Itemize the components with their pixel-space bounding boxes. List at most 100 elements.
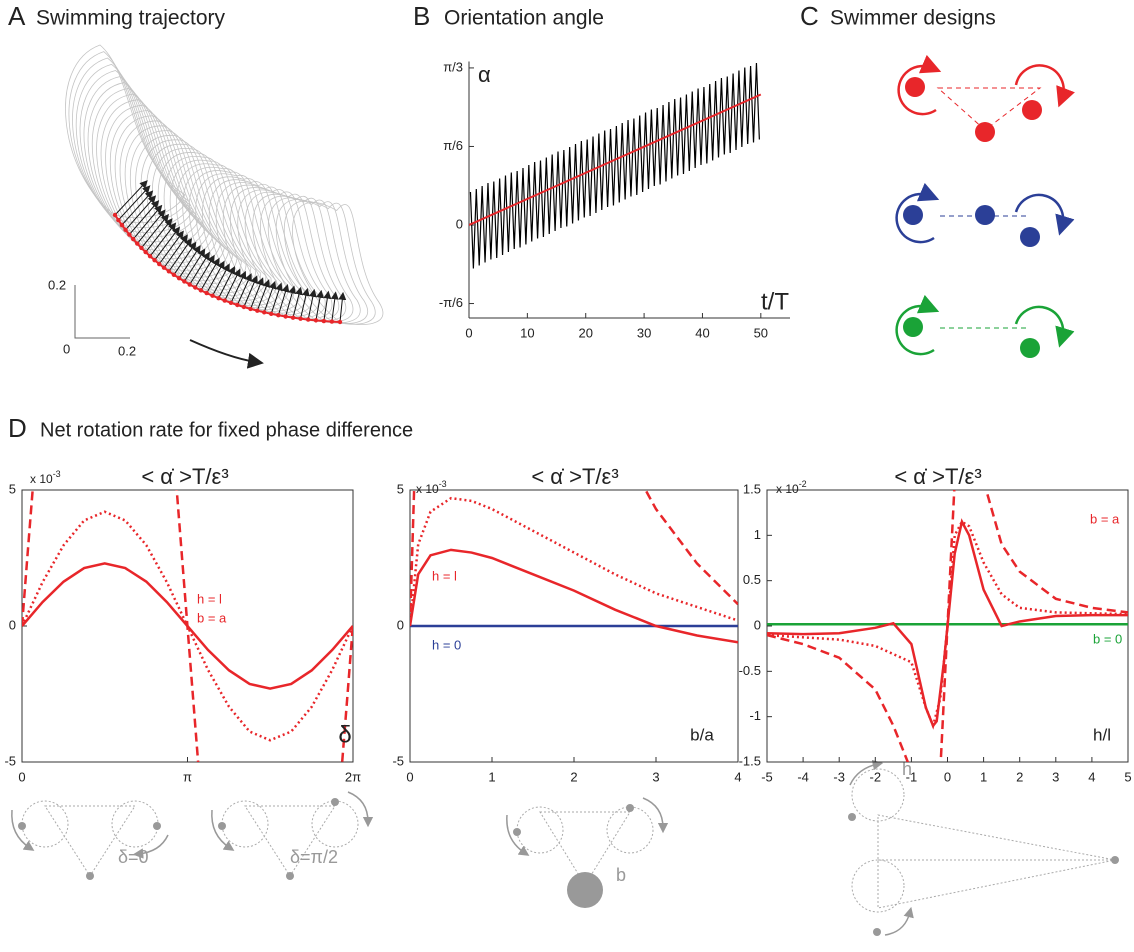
orientation-arrow [323, 290, 332, 322]
trajectory-loop [140, 139, 247, 288]
multiplier-base: x 10 [416, 482, 439, 496]
shape-path [1014, 305, 1075, 348]
y-tick-label: 0 [397, 617, 404, 632]
shape-circle [567, 872, 603, 908]
x-tick-label: -4 [797, 769, 809, 784]
axis-multiplier: x 10-2 [776, 479, 807, 496]
body-point [210, 293, 215, 298]
y-tick-label: -1 [749, 708, 761, 723]
direction-arrow [189, 339, 264, 369]
multiplier-base: x 10 [776, 482, 799, 496]
trajectory-loop [151, 148, 257, 294]
x-tick-label: 3 [1052, 769, 1059, 784]
body-point [131, 236, 136, 242]
shape-path [347, 791, 374, 828]
shape-path [642, 797, 669, 834]
y-tick-label: 0 [754, 617, 761, 632]
trajectory-loop [105, 104, 218, 264]
x-axis-label: h/l [1093, 725, 1111, 744]
orientation-arrow [292, 286, 303, 318]
shape-path [244, 805, 336, 877]
x-axis-label: δ [338, 721, 351, 748]
annotation: h = l [197, 591, 222, 606]
y-tick-label: 1 [754, 527, 761, 542]
scale-label: 0.2 [118, 343, 136, 358]
orientation-arrow [338, 291, 347, 323]
shape-circle [873, 928, 881, 936]
shape-path [895, 294, 940, 356]
annotation: h = l [432, 568, 457, 583]
trajectory-loop [65, 44, 186, 219]
trajectory-loop [208, 179, 307, 314]
orientation-arrow [183, 248, 206, 282]
orientation-arrow [212, 263, 230, 296]
trajectory-loop [100, 99, 214, 260]
diagram-label: δ=0 [118, 847, 149, 867]
shape-path [884, 906, 914, 936]
shape-circle [606, 806, 654, 854]
body-point [255, 308, 260, 313]
shape-circle [626, 804, 634, 812]
x-tick-label: 50 [754, 325, 768, 340]
x-tick-label: 5 [1124, 769, 1131, 784]
body-point [152, 257, 157, 263]
orientation-arrow [118, 185, 151, 221]
x-tick-label: -1 [906, 769, 918, 784]
orientation-arrow [114, 180, 148, 216]
body-point [157, 261, 162, 267]
body-point [329, 319, 335, 324]
x-tick-label: 4 [734, 769, 741, 784]
orientation-arrow [163, 234, 188, 269]
shape-circle [513, 828, 521, 836]
shape-circle [331, 798, 339, 806]
body-point [139, 245, 144, 251]
trajectory-loop [75, 63, 194, 233]
body-point [161, 265, 167, 270]
x-tick-label: 0 [944, 769, 951, 784]
scale-bar [74, 285, 130, 339]
x-tick-label: 20 [578, 325, 592, 340]
shape-circle [18, 822, 26, 830]
shape-path [132, 834, 169, 859]
y-tick-label: 5 [397, 481, 404, 496]
orientation-arrow [230, 270, 247, 304]
orientation-arrow [154, 226, 180, 261]
trajectory-loop [244, 191, 340, 321]
body-point [198, 288, 204, 293]
trajectory-loop [202, 176, 301, 312]
x-axis-label: b/a [690, 725, 714, 744]
body-point [235, 302, 240, 308]
series-line [469, 93, 762, 226]
swimmer-red [897, 54, 1075, 142]
scale-label: 0.2 [48, 277, 66, 292]
orientation-arrow [173, 241, 197, 276]
x-tick-label: π [183, 769, 192, 784]
series-line [22, 490, 353, 762]
series-line [410, 496, 738, 627]
y-tick-label: π/3 [443, 59, 463, 74]
x-tick-label: 3 [652, 769, 659, 784]
orientation-arrow [277, 284, 290, 316]
orientation-arrow [200, 257, 220, 291]
series-line [410, 548, 738, 644]
orientation-arrow [168, 237, 193, 272]
orientation-arrow [128, 200, 160, 235]
schematic-arrows [11, 759, 914, 936]
shape-circle [311, 800, 359, 848]
orientation-arrow [194, 254, 215, 288]
orientation-arrow [315, 289, 324, 321]
body-path [114, 214, 341, 323]
annotation: b = 0 [1093, 631, 1122, 646]
shape-circle [1020, 227, 1040, 247]
annotation: h = 0 [432, 637, 461, 652]
orientation-arrow [256, 279, 271, 311]
trajectory-loop [215, 182, 313, 316]
shape-circle [221, 800, 269, 848]
x-tick-label: 0 [18, 769, 25, 784]
body-point [321, 318, 327, 324]
panel-letter: B [413, 1, 430, 31]
shape-circle [111, 800, 159, 848]
panel-title: Net rotation rate for fixed phase differ… [40, 419, 413, 441]
shape-circle [975, 122, 995, 142]
